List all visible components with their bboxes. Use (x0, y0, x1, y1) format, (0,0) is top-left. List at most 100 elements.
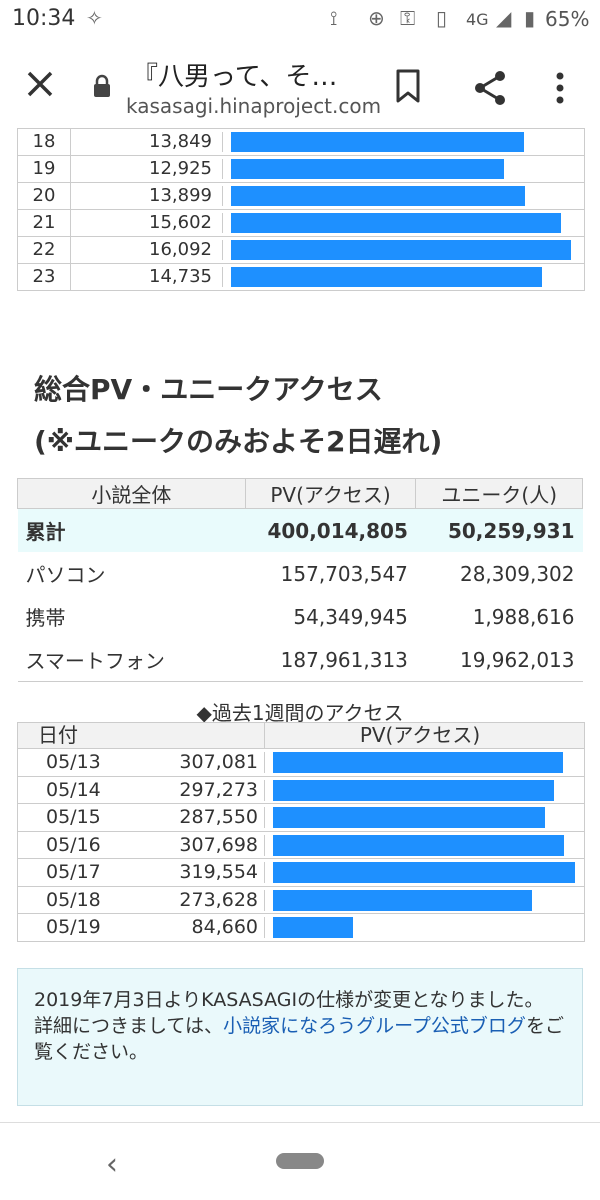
bar-track (264, 917, 583, 938)
bar-track (222, 267, 579, 287)
weekly-caption: ◆過去1週間のアクセス (196, 701, 404, 725)
hour-row: 20 13,899 (18, 182, 584, 209)
row-label: 携帯 (25, 606, 66, 630)
pv-bar (273, 779, 554, 801)
pv-bar (231, 132, 524, 152)
pv-bar (231, 186, 525, 206)
section-heading: 総合PV・ユニークアクセス (34, 373, 383, 406)
bookmark-icon[interactable] (392, 68, 424, 104)
date-label: 05/17 (46, 861, 101, 883)
bar-track (264, 834, 583, 856)
pv-value: 16,092 (70, 237, 218, 263)
pv-value: 84,660 (191, 916, 258, 938)
table-row: 携帯 54,349,945 1,988,616 (18, 595, 583, 638)
hour-row: 21 15,602 (18, 209, 584, 236)
hour-row: 18 13,849 (18, 128, 584, 155)
weekly-pv-table: 日付 PV(アクセス) 05/13 307,081 05/14 297,273 05/1… (17, 722, 585, 942)
data-saver-icon: ⊕ (368, 6, 385, 30)
column-header: 小説全体 (17, 478, 246, 509)
column-header: ユニーク(人) (415, 478, 583, 509)
sync-icon: ✧ (86, 6, 103, 30)
pv-value: 54,349,945 (293, 604, 408, 629)
key-icon: ⚿ (400, 6, 416, 30)
bar-track (264, 862, 583, 883)
home-pill[interactable] (276, 1153, 324, 1169)
pv-value: 14,735 (70, 264, 218, 290)
page-url[interactable]: kasasagi.hinaproject.com (126, 94, 382, 118)
bar-track (264, 807, 583, 828)
pv-value: 12,925 (70, 156, 218, 182)
notice-box: 2019年7月3日よりKASASAGIの仕様が変更となりました。 詳細につきまし… (17, 968, 583, 1106)
pv-value: 13,849 (70, 129, 218, 155)
day-row: 05/18 273,628 (18, 885, 584, 914)
date-label: 05/19 (46, 916, 101, 938)
pv-bar (231, 213, 561, 233)
pv-bar (273, 889, 532, 911)
bar-track (222, 213, 579, 233)
hour-row: 19 12,925 (18, 155, 584, 182)
share-icon[interactable] (470, 68, 510, 108)
bar-track (264, 752, 583, 773)
totals-table: 小説全体 PV(アクセス) ユニーク(人) 累計 400,014,805 50,… (17, 478, 583, 682)
unique-value: 50,259,931 (415, 508, 583, 552)
pv-value: 287,550 (179, 806, 258, 828)
hour-label: 20 (32, 185, 56, 206)
bar-track (222, 186, 579, 206)
day-row: 05/14 297,273 (18, 775, 584, 804)
pv-value: 297,273 (179, 778, 258, 801)
signal-icon: ◢ (496, 6, 512, 30)
row-label: 累計 (17, 508, 246, 552)
battery-icon: ▮ (524, 6, 536, 30)
page-title: 『八男って、そ… (132, 62, 338, 92)
notice-text: 2019年7月3日よりKASASAGIの仕様が変更となりました。 (34, 989, 544, 1011)
day-row: 05/15 287,550 (18, 803, 584, 831)
date-label: 05/18 (46, 888, 101, 911)
table-row: パソコン 157,703,547 28,309,302 (18, 552, 583, 595)
nfc-icon: ⟟ (330, 6, 338, 30)
pv-value: 319,554 (179, 861, 258, 883)
row-label: パソコン (25, 563, 106, 587)
notice-text: 詳細につきましては、 (34, 1015, 224, 1037)
back-icon[interactable]: ‹ (106, 1147, 118, 1182)
pv-bar (231, 159, 504, 179)
pv-bar (231, 240, 571, 260)
day-row: 05/19 84,660 (18, 913, 584, 941)
column-header: PV(アクセス) (264, 723, 575, 748)
bar-track (222, 240, 579, 260)
column-header: PV(アクセス) (244, 478, 417, 509)
official-blog-link[interactable]: 小説家になろうグループ公式ブログ (223, 1015, 526, 1037)
row-label: スマートフォン (17, 638, 246, 682)
pv-value: 307,081 (179, 751, 258, 773)
pv-bar (273, 807, 545, 828)
pv-bar (273, 752, 563, 773)
pv-value: 13,899 (70, 183, 218, 209)
day-row: 05/13 307,081 (18, 748, 584, 776)
status-bar: 10:34 ✧ ⟟ ⊕ ⚿ ▯ 4G ◢ ▮ 65% (0, 0, 600, 40)
pv-value: 187,961,313 (245, 638, 416, 682)
date-label: 05/14 (46, 778, 101, 801)
bar-track (264, 779, 583, 801)
hour-row: 23 14,735 (18, 263, 584, 290)
close-icon[interactable] (20, 64, 60, 104)
system-nav-bar: ‹ (0, 1123, 600, 1200)
lock-icon (94, 74, 110, 97)
hour-label: 21 (32, 212, 56, 233)
pv-value: 400,014,805 (245, 508, 416, 552)
pv-value: 307,698 (179, 833, 258, 856)
pv-value: 273,628 (179, 888, 258, 911)
table-row: スマートフォン 187,961,313 19,962,013 (17, 638, 583, 682)
column-header: 日付 (38, 723, 78, 747)
section-subheading: (※ユニークのみおよそ2日遅れ) (34, 425, 443, 458)
pv-value: 15,602 (70, 210, 218, 236)
hour-label: 18 (32, 131, 56, 152)
pv-bar (273, 862, 575, 883)
date-label: 05/15 (46, 806, 101, 828)
divider (0, 1122, 600, 1123)
more-options-icon[interactable] (552, 70, 568, 106)
battery-level: 65% (545, 7, 590, 31)
bar-track (222, 159, 579, 179)
network-type: 4G (466, 10, 489, 29)
date-label: 05/16 (46, 833, 101, 856)
hour-label: 23 (32, 266, 56, 287)
pv-bar (273, 834, 564, 856)
